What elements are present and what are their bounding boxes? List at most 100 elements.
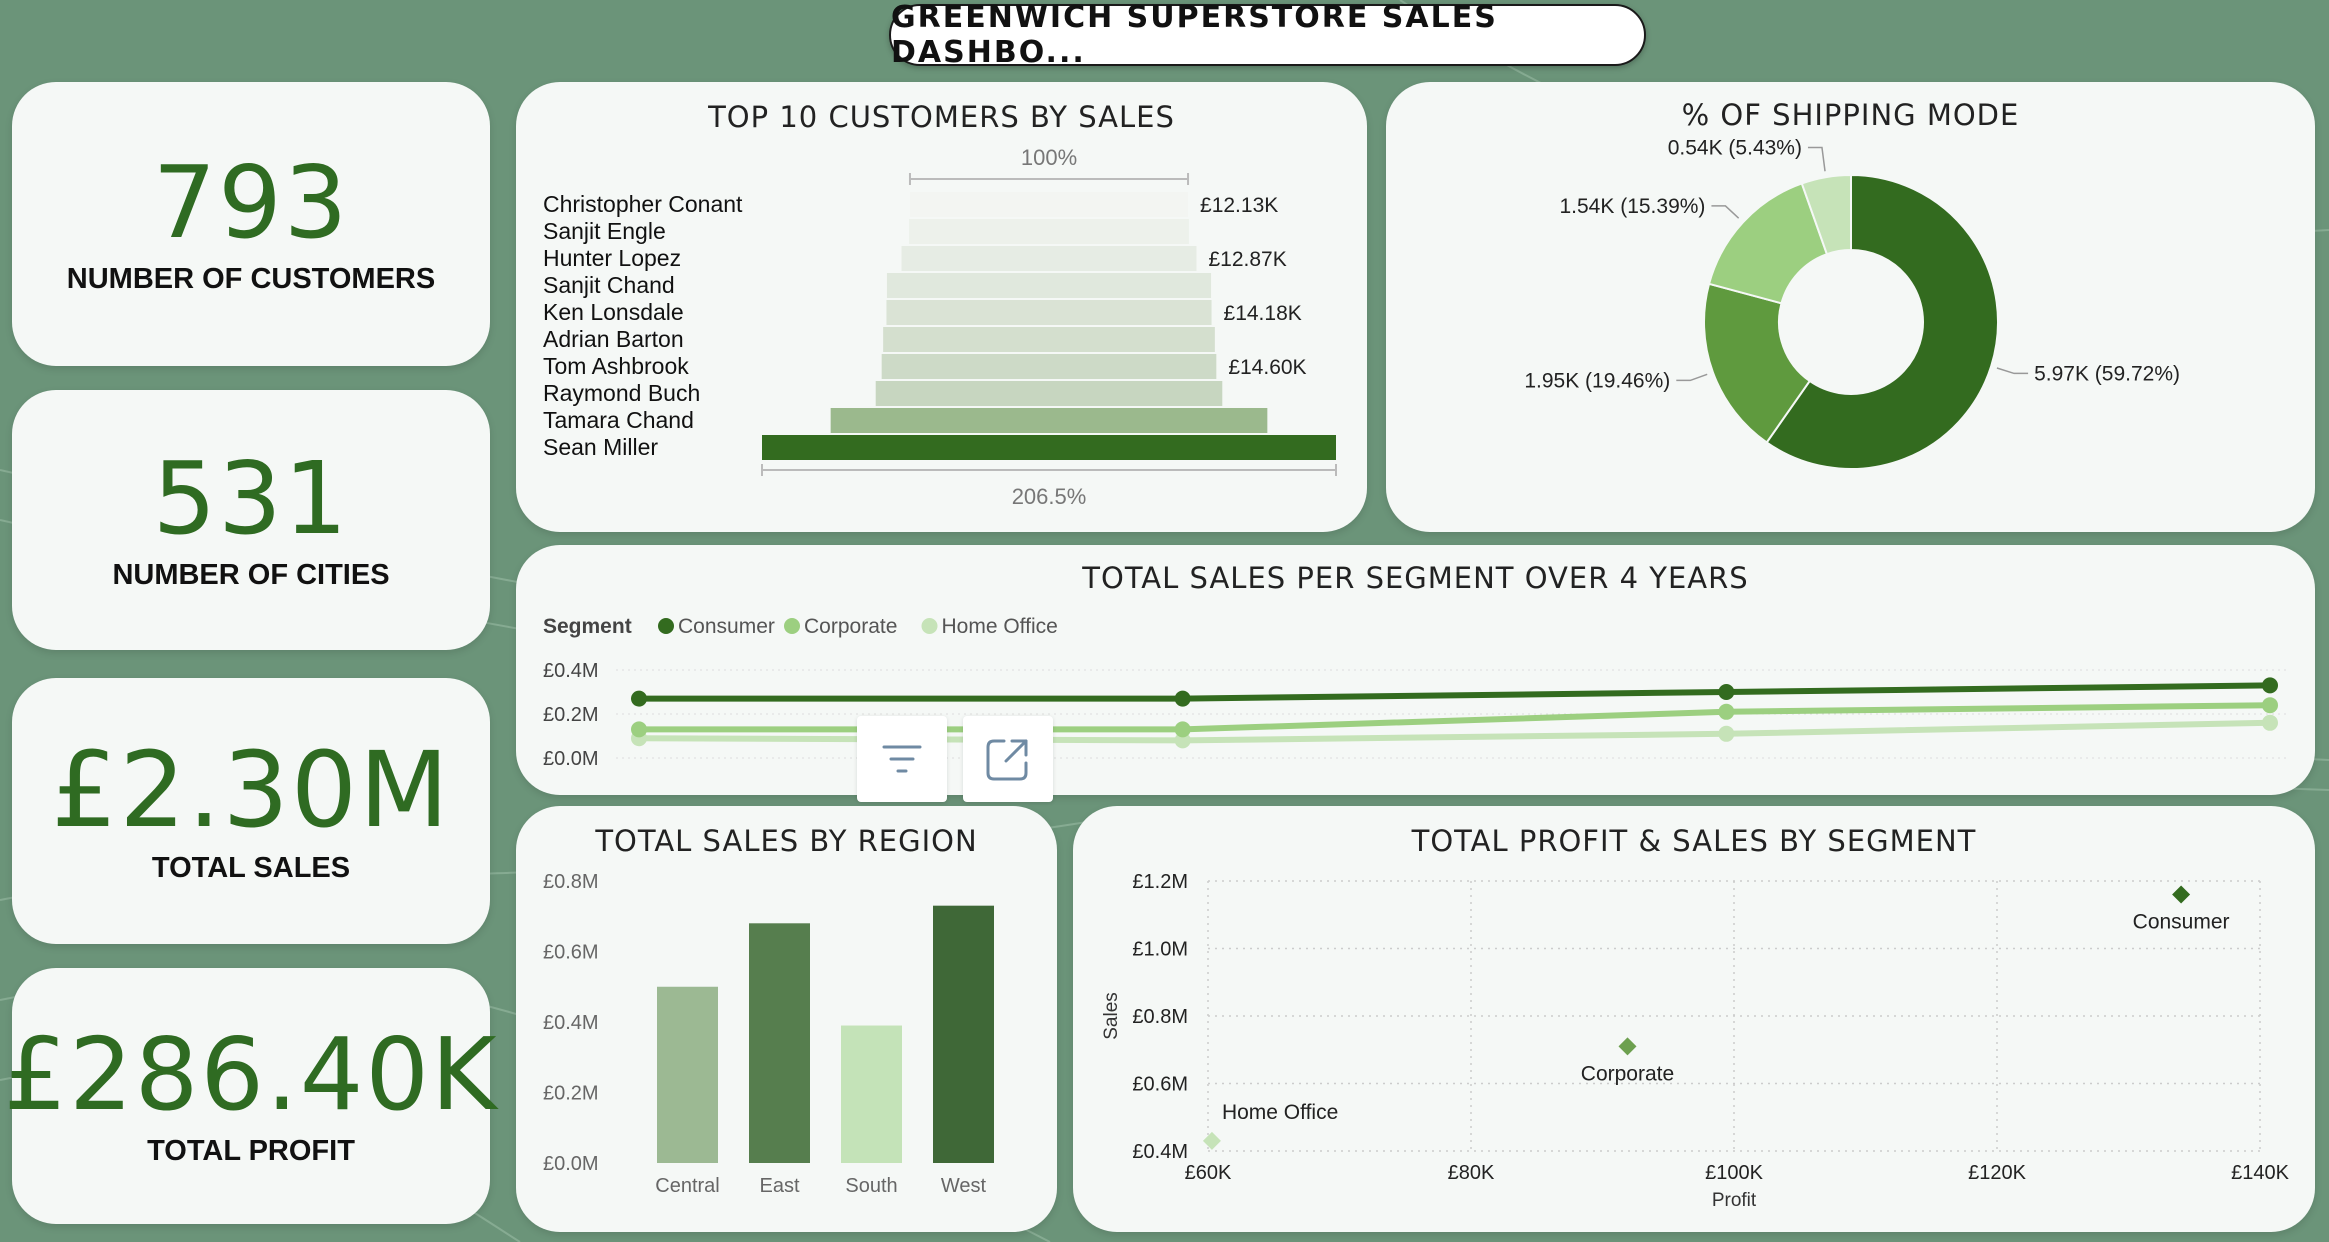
x-tick-label: £100K — [1705, 1162, 1763, 1184]
profit-sales-chart: £0.4M £0.6M £0.8M £1.0M £1.2M £60K £80K £100K £1… — [1101, 871, 2290, 1211]
legend-label: Home Office — [942, 615, 1058, 638]
region-bar — [749, 923, 810, 1163]
legend-marker — [784, 618, 800, 634]
filter-icon — [882, 745, 922, 773]
y-tick-label: £0.6M — [1132, 1074, 1188, 1096]
series-point — [1718, 703, 1735, 720]
sales-region-panel[interactable]: TOTAL SALES BY REGION £0.0M £0.2M £0.4M £0.… — [516, 806, 1057, 1232]
x-axis-label: Profit — [1712, 1190, 1757, 1211]
donut-slice — [1707, 182, 1829, 305]
funnel-bar — [883, 327, 1215, 352]
donut-slice-label: 5.97K (59.72%) — [2034, 362, 2180, 385]
panel-title: TOTAL SALES PER SEGMENT OVER 4 YEARS — [1082, 561, 1749, 595]
funnel-category-label: Sanjit Engle — [543, 218, 666, 244]
kpi-label: TOTAL SALES — [151, 851, 351, 884]
scatter-point-label: Home Office — [1222, 1101, 1338, 1124]
scatter-point — [1618, 1037, 1637, 1056]
kpi-value: £2.30M — [51, 728, 451, 851]
series-point — [1174, 732, 1191, 749]
top-customers-panel[interactable]: TOP 10 CUSTOMERS BY SALES 100% Christophe… — [516, 82, 1367, 532]
x-tick-label: South — [845, 1175, 897, 1197]
y-tick-label: £1.0M — [1132, 939, 1188, 961]
series-point — [2262, 714, 2278, 731]
region-bar — [841, 1025, 902, 1163]
series-point — [631, 690, 647, 707]
donut-leader-line — [1676, 373, 1708, 382]
legend-marker — [921, 618, 938, 634]
x-tick-label: £80K — [1448, 1162, 1495, 1184]
funnel-value-label: £14.18K — [1224, 302, 1302, 325]
kpi-card-profit[interactable]: £286.40K TOTAL PROFIT — [3, 968, 497, 1224]
legend-title: Segment — [543, 615, 632, 638]
region-bar — [657, 986, 718, 1163]
funnel-category-label: Adrian Barton — [543, 326, 684, 352]
series-point — [1174, 690, 1191, 707]
series-point — [1174, 721, 1191, 738]
kpi-label: NUMBER OF CITIES — [112, 558, 390, 591]
funnel-bar — [762, 435, 1336, 460]
funnel-bottom-label: 206.5% — [1012, 484, 1087, 509]
kpi-value: £286.40K — [3, 1015, 499, 1133]
kpi-value: 531 — [152, 439, 350, 557]
y-tick-label: £0.4M — [543, 660, 599, 682]
panel-title: TOTAL SALES BY REGION — [595, 824, 978, 858]
scatter-point-label: Corporate — [1581, 1062, 1674, 1085]
panel-title: TOTAL PROFIT & SALES BY SEGMENT — [1411, 824, 1977, 858]
panel-title: TOP 10 CUSTOMERS BY SALES — [708, 100, 1175, 134]
funnel-category-label: Tamara Chand — [543, 407, 694, 433]
y-tick-label: £1.2M — [1132, 871, 1188, 893]
y-tick-label: £0.6M — [543, 942, 599, 964]
x-tick-label: £140K — [2231, 1162, 2289, 1184]
funnel-category-label: Raymond Buch — [543, 380, 700, 406]
donut-slice-label: 1.54K (15.39%) — [1559, 195, 1705, 218]
series-point — [2262, 697, 2278, 714]
funnel-bar — [901, 246, 1197, 271]
filter-button[interactable] — [857, 716, 947, 802]
donut-slice — [1765, 173, 1999, 470]
funnel-category-label: Ken Lonsdale — [543, 299, 684, 325]
focus-mode-button[interactable] — [963, 716, 1053, 802]
funnel-category-label: Sanjit Chand — [543, 272, 675, 298]
funnel-bar — [875, 381, 1223, 406]
funnel-bar — [881, 354, 1217, 379]
funnel-category-label: Sean Miller — [543, 434, 658, 460]
scatter-point-label: Consumer — [2133, 911, 2230, 934]
funnel-value-label: £14.60K — [1228, 356, 1306, 379]
series-point — [2262, 677, 2278, 694]
donut-slice — [1800, 173, 1852, 256]
funnel-category-label: Christopher Conant — [543, 191, 743, 217]
profit-sales-panel[interactable]: TOTAL PROFIT & SALES BY SEGMENT £0.4M £0.… — [1073, 806, 2315, 1232]
x-tick-label: West — [941, 1175, 987, 1197]
x-tick-label: £60K — [1185, 1162, 1232, 1184]
legend-label: Corporate — [804, 615, 897, 638]
y-axis-label: Sales — [1101, 992, 1122, 1040]
y-tick-label: £0.8M — [1132, 1006, 1188, 1028]
kpi-label: NUMBER OF CUSTOMERS — [66, 262, 436, 295]
funnel-value-label: £12.87K — [1209, 248, 1287, 271]
funnel-category-label: Hunter Lopez — [543, 245, 681, 271]
x-tick-label: East — [759, 1175, 799, 1197]
y-tick-label: £0.2M — [543, 1083, 599, 1105]
funnel-bar — [909, 219, 1189, 244]
series-point — [1718, 684, 1735, 700]
y-tick-label: £0.2M — [543, 704, 599, 726]
shipping-mode-chart: 5.97K (59.72%) 1.95K (19.46%) 1.54K (15.39… — [1524, 136, 2180, 470]
kpi-card-sales[interactable]: £2.30M TOTAL SALES — [12, 678, 490, 944]
y-tick-label: £0.8M — [543, 871, 599, 893]
y-tick-label: £0.4M — [1132, 1141, 1188, 1163]
series-point — [1718, 725, 1735, 742]
shipping-mode-panel[interactable]: % OF SHIPPING MODE 5.97K (59.72%) 1.95K (… — [1386, 82, 2315, 532]
segment-years-panel[interactable]: TOTAL SALES PER SEGMENT OVER 4 YEARS Seg… — [516, 545, 2315, 795]
legend-marker — [658, 618, 674, 634]
kpi-card-cities[interactable]: 531 NUMBER OF CITIES — [12, 390, 490, 650]
funnel-bar — [909, 192, 1189, 217]
kpi-card-customers[interactable]: 793 NUMBER OF CUSTOMERS — [12, 82, 490, 366]
y-tick-label: £0.4M — [543, 1012, 599, 1034]
series-line — [639, 682, 2271, 702]
funnel-bar — [886, 273, 1212, 298]
funnel-value-label: £12.13K — [1200, 194, 1278, 217]
donut-slice-label: 0.54K (5.43%) — [1668, 136, 1802, 159]
funnel-bar — [886, 300, 1212, 325]
kpi-value: 793 — [152, 143, 350, 261]
x-tick-label: £120K — [1968, 1162, 2026, 1184]
